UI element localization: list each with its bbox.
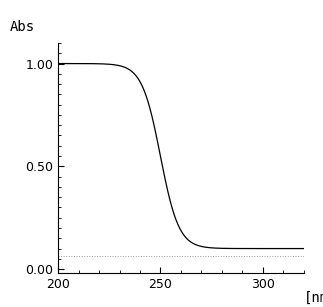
- Text: [nm]: [nm]: [304, 291, 323, 305]
- Text: Abs: Abs: [10, 20, 35, 34]
